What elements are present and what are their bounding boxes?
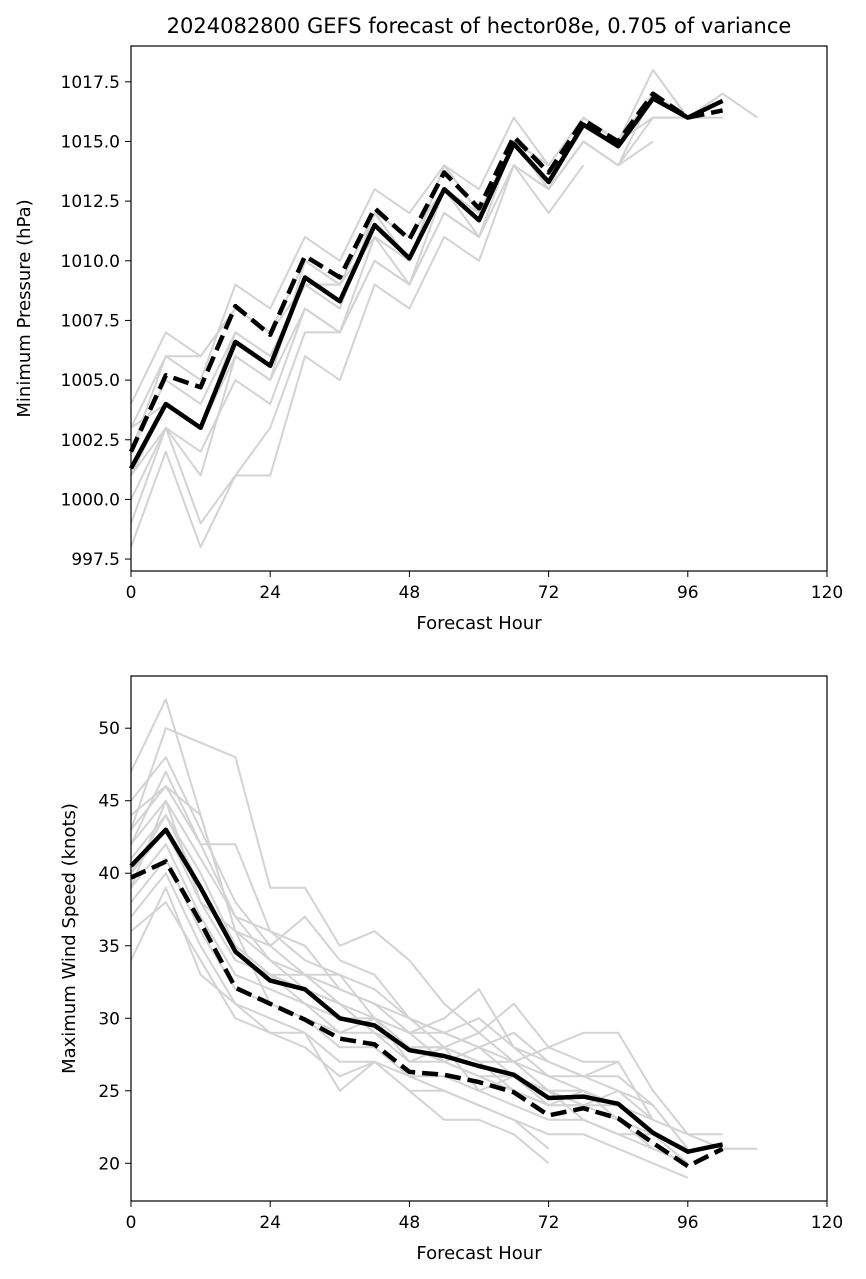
pressure-y-tick-label: 1017.5 xyxy=(61,73,120,93)
wind-x-tick-label: 0 xyxy=(126,1213,137,1233)
pressure-x-tick-label: 96 xyxy=(677,583,699,603)
wind-x-tick-label: 120 xyxy=(811,1213,843,1233)
wind-y-tick-label: 45 xyxy=(98,792,120,812)
pressure-x-ticks: 0 24 48 72 96 120 xyxy=(126,571,843,603)
wind-members xyxy=(130,698,758,1179)
pressure-member-line-10 xyxy=(130,164,480,453)
pressure-x-tick-label: 72 xyxy=(538,583,560,603)
wind-member-line-14 xyxy=(130,770,619,1078)
pressure-panel: 2024082800 GEFS forecast of hector08e, 0… xyxy=(14,14,843,634)
wind-x-ticks: 0 24 48 72 96 120 xyxy=(126,1201,843,1233)
pressure-y-tick-label: 1010.0 xyxy=(61,252,120,272)
pressure-y-tick-label: 1012.5 xyxy=(61,192,120,212)
pressure-member-line-3 xyxy=(130,164,585,549)
pressure-y-tick-label: 1000.0 xyxy=(61,490,120,510)
pressure-y-tick-label: 1015.0 xyxy=(61,132,120,152)
wind-y-axis-label: Maximum Wind Speed (knots) xyxy=(59,803,80,1074)
pressure-x-tick-label: 24 xyxy=(259,583,281,603)
wind-axes-frame xyxy=(130,675,828,1202)
wind-x-tick-label: 24 xyxy=(259,1213,281,1233)
pressure-axes-frame xyxy=(130,45,828,572)
pressure-x-tick-label: 48 xyxy=(399,583,421,603)
pressure-y-tick-label: 1005.0 xyxy=(61,371,120,391)
wind-x-tick-label: 72 xyxy=(538,1213,560,1233)
wind-y-ticks: 20 25 30 35 40 45 50 xyxy=(98,719,131,1174)
pressure-y-ticks: 997.5 1000.0 1002.5 1005.0 1007.5 1010.0 1012.… xyxy=(61,73,131,570)
pressure-y-tick-label: 997.5 xyxy=(71,550,120,570)
wind-member-line-13 xyxy=(130,785,654,1107)
pressure-y-axis-label: Minimum Pressure (hPa) xyxy=(14,199,35,417)
pressure-y-tick-label: 1007.5 xyxy=(61,311,120,331)
wind-y-tick-label: 40 xyxy=(98,864,120,884)
pressure-mean-solid-line xyxy=(129,96,724,470)
wind-panel: 0 24 48 72 96 120 20 25 30 35 40 45 50 Forecast Hou… xyxy=(59,675,843,1264)
pressure-x-tick-label: 120 xyxy=(811,583,843,603)
pressure-y-tick-label: 1002.5 xyxy=(61,431,120,451)
wind-member-line-2 xyxy=(130,727,758,1150)
wind-x-axis-label: Forecast Hour xyxy=(416,1243,542,1264)
wind-y-tick-label: 50 xyxy=(98,719,120,739)
wind-means xyxy=(129,827,724,1169)
wind-mean-dashed-line xyxy=(130,859,724,1169)
pressure-members xyxy=(130,68,758,549)
wind-member-line-12 xyxy=(130,886,550,1165)
wind-x-tick-label: 48 xyxy=(399,1213,421,1233)
pressure-means xyxy=(128,91,724,470)
wind-y-tick-label: 30 xyxy=(98,1009,120,1029)
pressure-mean-dashed-line xyxy=(128,91,724,453)
wind-x-tick-label: 96 xyxy=(677,1213,699,1233)
wind-y-tick-label: 25 xyxy=(98,1082,120,1102)
wind-y-tick-label: 35 xyxy=(98,937,120,957)
pressure-x-tick-label: 0 xyxy=(126,583,137,603)
wind-mean-solid-line xyxy=(129,827,724,1154)
pressure-member-line-1 xyxy=(130,68,724,429)
wind-y-tick-label: 20 xyxy=(98,1154,120,1174)
pressure-x-axis-label: Forecast Hour xyxy=(416,613,542,634)
wind-member-line-4 xyxy=(130,785,654,1121)
chart-title: 2024082800 GEFS forecast of hector08e, 0… xyxy=(167,14,792,38)
